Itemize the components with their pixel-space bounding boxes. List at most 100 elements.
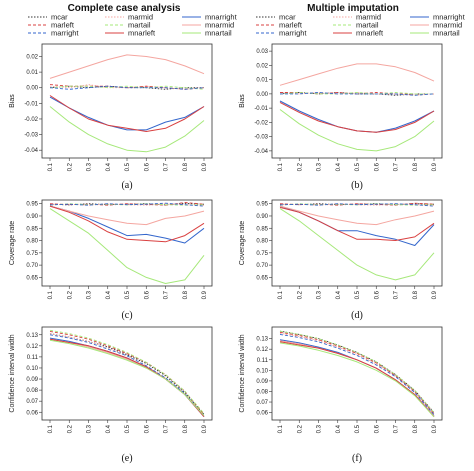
series-line-mnarleft — [279, 341, 435, 418]
x-tick-label: 0.5 — [355, 424, 361, 433]
y-tick-label: 0.07 — [26, 399, 38, 405]
panel-label: (f) — [352, 453, 362, 464]
legend-label-mnarright: mnarright — [205, 13, 238, 22]
y-tick-label: -0.01 — [24, 101, 38, 107]
column-title-left: Complete case analysis — [68, 3, 181, 14]
panel-a: 0.02 0.01 0.00 -0.01 -0.02 -0.03 -0.04 0.1 0.2 0.… — [9, 43, 213, 191]
series-line-mnarmid — [49, 205, 205, 226]
y-tick-label: 0.13 — [26, 333, 38, 339]
series-line-mnartail — [49, 339, 205, 416]
series-line-mnartail — [279, 109, 435, 152]
x-tick-label: 0.2 — [67, 290, 73, 299]
y-tick-label: 0.09 — [256, 379, 268, 385]
legend-right: mcar marmid mnarright marleft martail mnarmid… — [256, 13, 466, 38]
panel-d: 0.95 0.90 0.85 0.80 0.75 0.70 0.65 0.1 0.2 0.3 0.4… — [239, 199, 443, 321]
panel-e: 0.13 0.12 0.11 0.10 0.09 0.08 0.07 0.06 0.1 0.2 0.… — [9, 326, 213, 464]
legend-label-mnartail: mnartail — [205, 29, 232, 38]
x-tick-label: 0.8 — [413, 424, 419, 433]
legend-label-martail: martail — [128, 21, 151, 30]
legend-label-mcar: mcar — [51, 13, 68, 22]
legend-label-mnarleft: mnarleft — [128, 29, 156, 38]
legend-label-marleft: marleft — [51, 21, 75, 30]
x-tick-label: 0.4 — [106, 424, 112, 433]
x-tick-label: 0.1 — [48, 290, 54, 299]
x-tick-label: 0.9 — [432, 162, 438, 171]
y-tick-label: 0.09 — [26, 377, 38, 383]
y-tick-label: 0.75 — [256, 251, 268, 257]
x-tick-label: 0.1 — [278, 424, 284, 433]
x-tick-label: 0.8 — [183, 290, 189, 299]
series-line-mnartail — [279, 342, 435, 418]
panel-c: 0.95 0.90 0.85 0.80 0.75 0.70 0.65 0.1 0.2 0.3 0.4… — [9, 199, 213, 321]
legend-label-mnarmid: mnarmid — [205, 21, 234, 30]
y-tick-label: 0.08 — [256, 389, 268, 395]
panels: 0.020.010.00-0.01-0.02-0.03-0.040.1 0.2 0.… — [9, 43, 443, 464]
x-tick-label: 0.2 — [67, 424, 73, 433]
y-tick-label: 0.65 — [26, 275, 38, 281]
series-line-marleft — [279, 331, 435, 414]
panel-label: (c) — [121, 310, 132, 321]
x-tick-label: 0.3 — [317, 424, 323, 433]
x-tick-label: 0.8 — [183, 162, 189, 171]
legend-label-mcar: mcar — [279, 13, 296, 22]
y-tick-label: 0.85 — [256, 226, 268, 232]
x-tick-label: 0.5 — [355, 162, 361, 171]
y-tick-label: 0.80 — [26, 239, 38, 245]
x-tick-label: 0.2 — [297, 290, 303, 299]
x-tick-label: 0.7 — [394, 290, 400, 299]
panel-label: (e) — [121, 453, 132, 464]
x-tick-label: 0.7 — [164, 424, 170, 433]
x-tick-label: 0.8 — [413, 290, 419, 299]
x-tick-label: 0.5 — [125, 424, 131, 433]
x-tick-label: 0.5 — [355, 290, 361, 299]
x-tick-label: 0.3 — [87, 290, 93, 299]
x-tick-label: 0.2 — [297, 424, 303, 433]
series-line-martail — [49, 329, 205, 414]
series-line-mnartail — [279, 208, 435, 281]
y-tick-label: 0.95 — [26, 202, 38, 208]
y-tick-label: 0.01 — [26, 70, 38, 76]
legend-label-mnarright: mnarright — [433, 13, 466, 22]
y-tick-label: 0.12 — [256, 347, 268, 353]
x-tick-label: 0.9 — [202, 290, 208, 299]
legend-label-mnartail: mnartail — [433, 29, 460, 38]
series-line-martail — [279, 92, 434, 95]
y-tick-label: 0.06 — [26, 410, 38, 416]
y-tick-label: 0.70 — [256, 263, 268, 269]
x-tick-label: 0.7 — [394, 424, 400, 433]
x-tick-label: 0.9 — [432, 424, 438, 433]
x-tick-label: 0.6 — [144, 162, 150, 171]
series-line-marright — [49, 202, 205, 207]
x-tick-label: 0.6 — [374, 290, 380, 299]
x-tick-label: 0.6 — [144, 424, 150, 433]
series-line-martail — [49, 85, 205, 90]
x-tick-label: 0.4 — [106, 290, 112, 299]
y-axis-label: Coverage rate — [9, 221, 16, 265]
y-tick-label: 0.10 — [256, 368, 268, 374]
panel-label: (b) — [351, 180, 363, 191]
x-tick-label: 0.3 — [87, 162, 93, 171]
y-axis-label: Coverage rate — [239, 221, 246, 265]
series-line-mnarright — [49, 205, 205, 244]
series-line-martail — [279, 330, 435, 413]
x-tick-label: 0.1 — [48, 162, 54, 171]
legend-label-marmid: marmid — [356, 13, 381, 22]
y-axis-label: Confidence interval width — [9, 334, 16, 412]
y-tick-label: -0.03 — [24, 133, 38, 139]
series-line-mnarleft — [49, 95, 205, 132]
legend-label-marmid: marmid — [128, 13, 153, 22]
x-tick-label: 0.9 — [202, 424, 208, 433]
y-tick-label: 0.03 — [256, 49, 268, 55]
panel-label: (d) — [351, 310, 363, 321]
x-tick-label: 0.4 — [336, 162, 342, 171]
panel-label: (a) — [121, 180, 132, 191]
series-line-mnarleft — [279, 101, 435, 133]
y-axis-label: Confidence interval width — [239, 334, 246, 412]
y-tick-label: -0.03 — [254, 135, 268, 141]
x-tick-label: 0.6 — [374, 162, 380, 171]
y-tick-label: 0.02 — [256, 63, 268, 69]
x-tick-label: 0.4 — [336, 290, 342, 299]
y-tick-label: -0.04 — [254, 149, 268, 155]
x-tick-label: 0.8 — [183, 424, 189, 433]
